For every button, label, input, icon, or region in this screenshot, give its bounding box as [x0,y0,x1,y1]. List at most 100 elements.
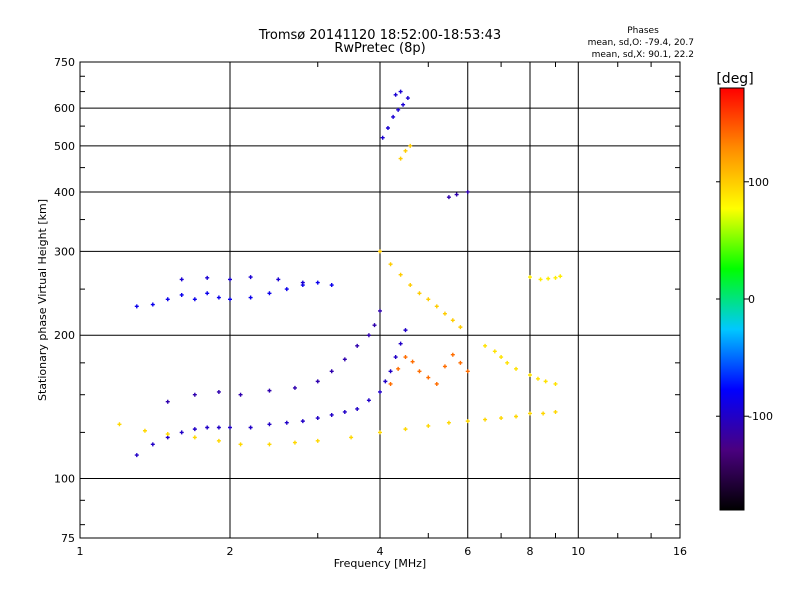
data-point [426,423,431,428]
data-point [398,341,403,346]
x-tick-label: 16 [673,545,687,558]
data-point [315,379,320,384]
data-point [179,292,184,297]
data-point [267,388,272,393]
data-point [446,195,451,200]
x-axis-label: Frequency [MHz] [334,557,426,570]
phase-stat-o: mean, sd,O: -79.4, 20.7 [588,38,694,48]
data-point [150,442,155,447]
data-point [192,297,197,302]
data-point [165,399,170,404]
data-point [388,262,393,267]
data-point [398,89,403,94]
data-point [553,275,558,280]
data-point [300,419,305,424]
data-point [543,379,548,384]
data-point [403,148,408,153]
data-point [165,297,170,302]
data-point [329,369,334,374]
data-point [216,295,221,300]
data-point [388,369,393,374]
data-point [410,359,415,364]
data-point [398,272,403,277]
data-point [366,398,371,403]
data-point [372,323,377,328]
data-point [391,114,396,119]
data-point [248,295,253,300]
data-point [426,297,431,302]
data-point [276,277,281,282]
data-point [267,442,272,447]
data-point [442,311,447,316]
data-point [465,189,470,194]
x-tick-label: 10 [571,545,585,558]
data-point [192,435,197,440]
data-point [385,126,390,131]
data-point [300,280,305,285]
data-point [492,349,497,354]
y-tick-label: 100 [54,473,75,486]
data-point [366,333,371,338]
y-tick-label: 300 [54,245,75,258]
data-point [315,438,320,443]
colorbar-ticks: 100 0 -100 [716,176,773,423]
y-tick-label: 400 [54,186,75,199]
data-point [450,352,455,357]
data-point [383,379,388,384]
x-tick-label: 8 [527,545,534,558]
grid [80,62,680,538]
data-point [553,381,558,386]
data-point [405,96,410,101]
data-point [454,192,459,197]
y-tick-label: 600 [54,102,75,115]
data-point [408,143,413,148]
data-point [558,274,563,279]
data-point [388,381,393,386]
data-point [238,392,243,397]
data-point [292,440,297,445]
data-point [401,102,406,107]
data-point [179,430,184,435]
data-point [165,435,170,440]
data-point [458,360,463,365]
data-point [442,364,447,369]
data-point [434,381,439,386]
data-point [403,355,408,360]
data-point [349,435,354,440]
y-tick-label: 500 [54,140,75,153]
data-point [514,366,519,371]
data-point [192,427,197,432]
data-point [380,135,385,140]
data-point [329,412,334,417]
data-point [292,385,297,390]
data-point [505,360,510,365]
data-point [393,92,398,97]
data-point [393,355,398,360]
colorbar-tick-label: 0 [748,293,755,306]
data-point [192,392,197,397]
data-point [267,291,272,296]
data-point [216,425,221,430]
data-point [179,277,184,282]
data-point [248,275,253,280]
data-point [117,422,122,427]
data-point [426,375,431,380]
data-point [267,422,272,427]
chart-subtitle: RwPretec (8p) [334,41,425,56]
data-point [134,453,139,458]
data-point [315,416,320,421]
data-point [535,376,540,381]
plot-frame [79,61,681,539]
phase-stat-x: mean, sd,X: 90.1, 22.2 [592,50,694,60]
data-point [355,406,360,411]
data-point [465,419,470,424]
x-tick-label: 4 [377,545,384,558]
data-point [355,343,360,348]
data-point [342,357,347,362]
data-point [342,409,347,414]
colorbar-tick-label: -100 [748,410,773,423]
data-point [446,420,451,425]
data-point [546,276,551,281]
colorbar [719,87,745,511]
